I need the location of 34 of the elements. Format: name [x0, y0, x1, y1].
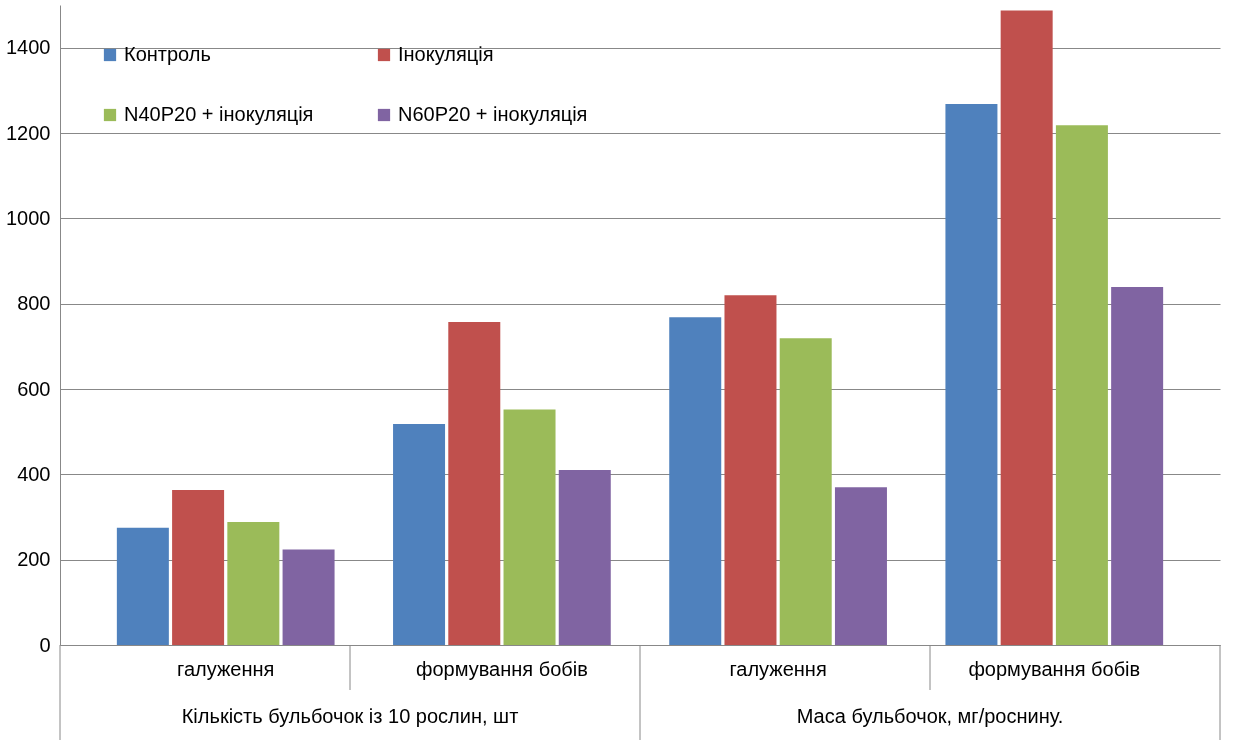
legend-label: N60P20 + інокуляція — [398, 103, 588, 125]
bar — [227, 522, 280, 645]
legend-label: Контроль — [124, 43, 211, 65]
y-tick-label: 1000 — [6, 206, 51, 229]
y-tick-label: 400 — [17, 462, 51, 485]
x-tick-label: формування бобів — [416, 657, 588, 680]
bar — [448, 322, 501, 645]
y-tick-label: 600 — [17, 377, 51, 400]
y-tick-label: 200 — [17, 548, 51, 571]
bar — [393, 423, 446, 645]
bar — [503, 409, 556, 645]
bar — [779, 338, 832, 645]
y-tick-label: 1200 — [6, 121, 51, 144]
x-tick-label: галуження — [177, 657, 275, 680]
bar — [116, 527, 169, 645]
x-tick-label: формування бобів — [968, 657, 1141, 680]
bar — [724, 295, 777, 645]
legend-label: N40P20 + інокуляція — [124, 103, 314, 125]
bar — [1111, 287, 1164, 645]
legend-label: Інокуляція — [398, 43, 494, 65]
text: Кількість бульбочок із 10 рослин, шт — [181, 705, 519, 727]
bar — [945, 103, 998, 645]
y-tick-label: 1400 — [6, 36, 51, 59]
y-tick-label: 800 — [17, 292, 51, 315]
bar — [1000, 10, 1053, 645]
bar — [834, 487, 887, 645]
bar — [669, 317, 722, 645]
x-tick-label: галуження — [729, 657, 827, 680]
y-tick-label: 0 — [39, 633, 51, 656]
bar — [282, 549, 335, 645]
bar — [172, 490, 225, 645]
bar — [558, 470, 611, 645]
bar — [1055, 125, 1108, 645]
text: Маса бульбочок, мг/роснину. — [796, 705, 1064, 727]
